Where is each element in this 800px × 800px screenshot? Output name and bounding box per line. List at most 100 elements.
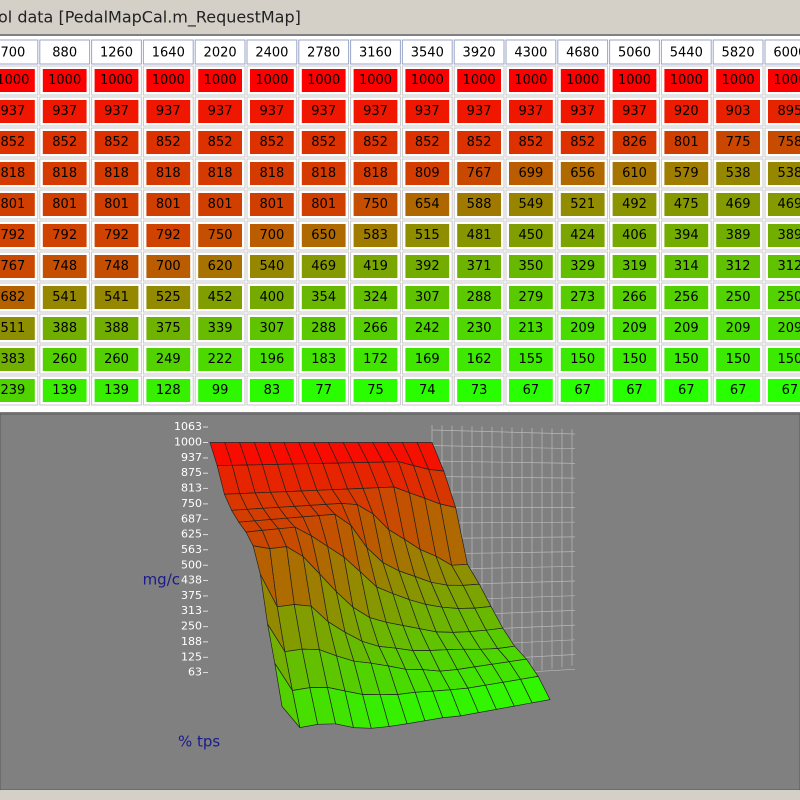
- cell-text: 469: [311, 259, 336, 274]
- cell-text: 1000: [773, 73, 800, 88]
- cell: [94, 348, 139, 371]
- cell: [146, 379, 191, 402]
- cell: [250, 131, 294, 154]
- column-header: [557, 39, 609, 65]
- cell: [94, 131, 139, 154]
- cell: [509, 100, 553, 123]
- cell-text: 213: [518, 321, 543, 336]
- cell: [301, 224, 346, 247]
- cell-text: 801: [259, 197, 284, 212]
- z-tick-label: 875: [181, 466, 202, 479]
- cell: [198, 193, 242, 216]
- cell: [560, 348, 605, 371]
- cell-text: 937: [415, 104, 440, 119]
- cell-text: 371: [467, 259, 492, 274]
- z-tick-label: 250: [181, 620, 202, 633]
- cell-text: 809: [415, 166, 440, 181]
- cell: [768, 69, 800, 92]
- cell-text: 818: [52, 166, 77, 181]
- cell-text: 424: [570, 228, 595, 243]
- cell: [457, 100, 501, 123]
- cell-text: 128: [156, 383, 181, 398]
- cell: [301, 162, 346, 185]
- cell: [353, 100, 398, 123]
- cell: [716, 224, 760, 247]
- cell-text: 162: [467, 352, 492, 367]
- cell: [42, 255, 87, 278]
- column-header: [91, 39, 142, 65]
- cell-text: 515: [415, 228, 440, 243]
- cell: [457, 224, 501, 247]
- cell: [405, 224, 450, 247]
- cell-text: 852: [467, 135, 492, 150]
- cell: [198, 162, 242, 185]
- cell-text: 852: [518, 135, 543, 150]
- cell: [664, 193, 709, 216]
- cell: [42, 348, 87, 371]
- cell-text: 209: [777, 321, 800, 336]
- cell-text: 937: [104, 104, 129, 119]
- cell: [94, 69, 139, 92]
- cell: [146, 100, 191, 123]
- cell: [198, 255, 242, 278]
- cell: [198, 69, 242, 92]
- cell: [0, 286, 35, 309]
- cell-text: 83: [264, 383, 281, 398]
- cell: [250, 317, 294, 340]
- cell-text: 324: [363, 290, 388, 305]
- cell: [560, 224, 605, 247]
- cell-text: 388: [104, 321, 129, 336]
- cell-text: 492: [622, 197, 647, 212]
- column-header-text: 3160: [359, 46, 392, 61]
- cell-text: 937: [570, 104, 595, 119]
- cell: [664, 131, 709, 154]
- cell-text: 230: [467, 321, 492, 336]
- cell: [612, 162, 657, 185]
- column-header-text: 5440: [670, 46, 703, 61]
- cell-text: 818: [363, 166, 388, 181]
- cell: [0, 255, 35, 278]
- cell-text: 801: [674, 135, 699, 150]
- cell: [457, 193, 501, 216]
- cell-text: 419: [363, 259, 388, 274]
- cell: [42, 224, 87, 247]
- cell: [768, 286, 800, 309]
- column-header-text: 3540: [411, 46, 444, 61]
- cell: [250, 379, 294, 402]
- column-header: [401, 39, 453, 65]
- cell-text: 77: [315, 383, 332, 398]
- cell: [250, 162, 294, 185]
- cell-text: 937: [259, 104, 284, 119]
- cell-text: 801: [208, 197, 233, 212]
- cell-text: 937: [622, 104, 647, 119]
- z-tick-label: 750: [181, 497, 202, 510]
- cell-text: 67: [782, 383, 799, 398]
- column-header: [660, 39, 712, 65]
- cell: [612, 193, 657, 216]
- cell-text: 481: [467, 228, 492, 243]
- cell-text: 392: [415, 259, 440, 274]
- cell-text: 249: [156, 352, 181, 367]
- cell-text: 172: [363, 352, 388, 367]
- cell: [509, 193, 553, 216]
- column-header: [246, 39, 298, 65]
- cell: [405, 255, 450, 278]
- cell-text: 1000: [514, 73, 547, 88]
- cell: [664, 286, 709, 309]
- cell-text: 818: [104, 166, 129, 181]
- window-title: ol data [PedalMapCal.m_RequestMap]: [0, 8, 301, 28]
- cell: [301, 348, 346, 371]
- cell: [353, 69, 398, 92]
- cell-text: 67: [574, 383, 591, 398]
- cell-text: 394: [674, 228, 699, 243]
- cell-text: 389: [726, 228, 751, 243]
- cell-text: 312: [777, 259, 800, 274]
- cell: [0, 224, 35, 247]
- column-header-text: 3920: [463, 46, 496, 61]
- cell-text: 250: [777, 290, 800, 305]
- cell: [612, 69, 657, 92]
- column-header: [39, 39, 91, 65]
- cell-text: 852: [0, 135, 25, 150]
- cell: [560, 162, 605, 185]
